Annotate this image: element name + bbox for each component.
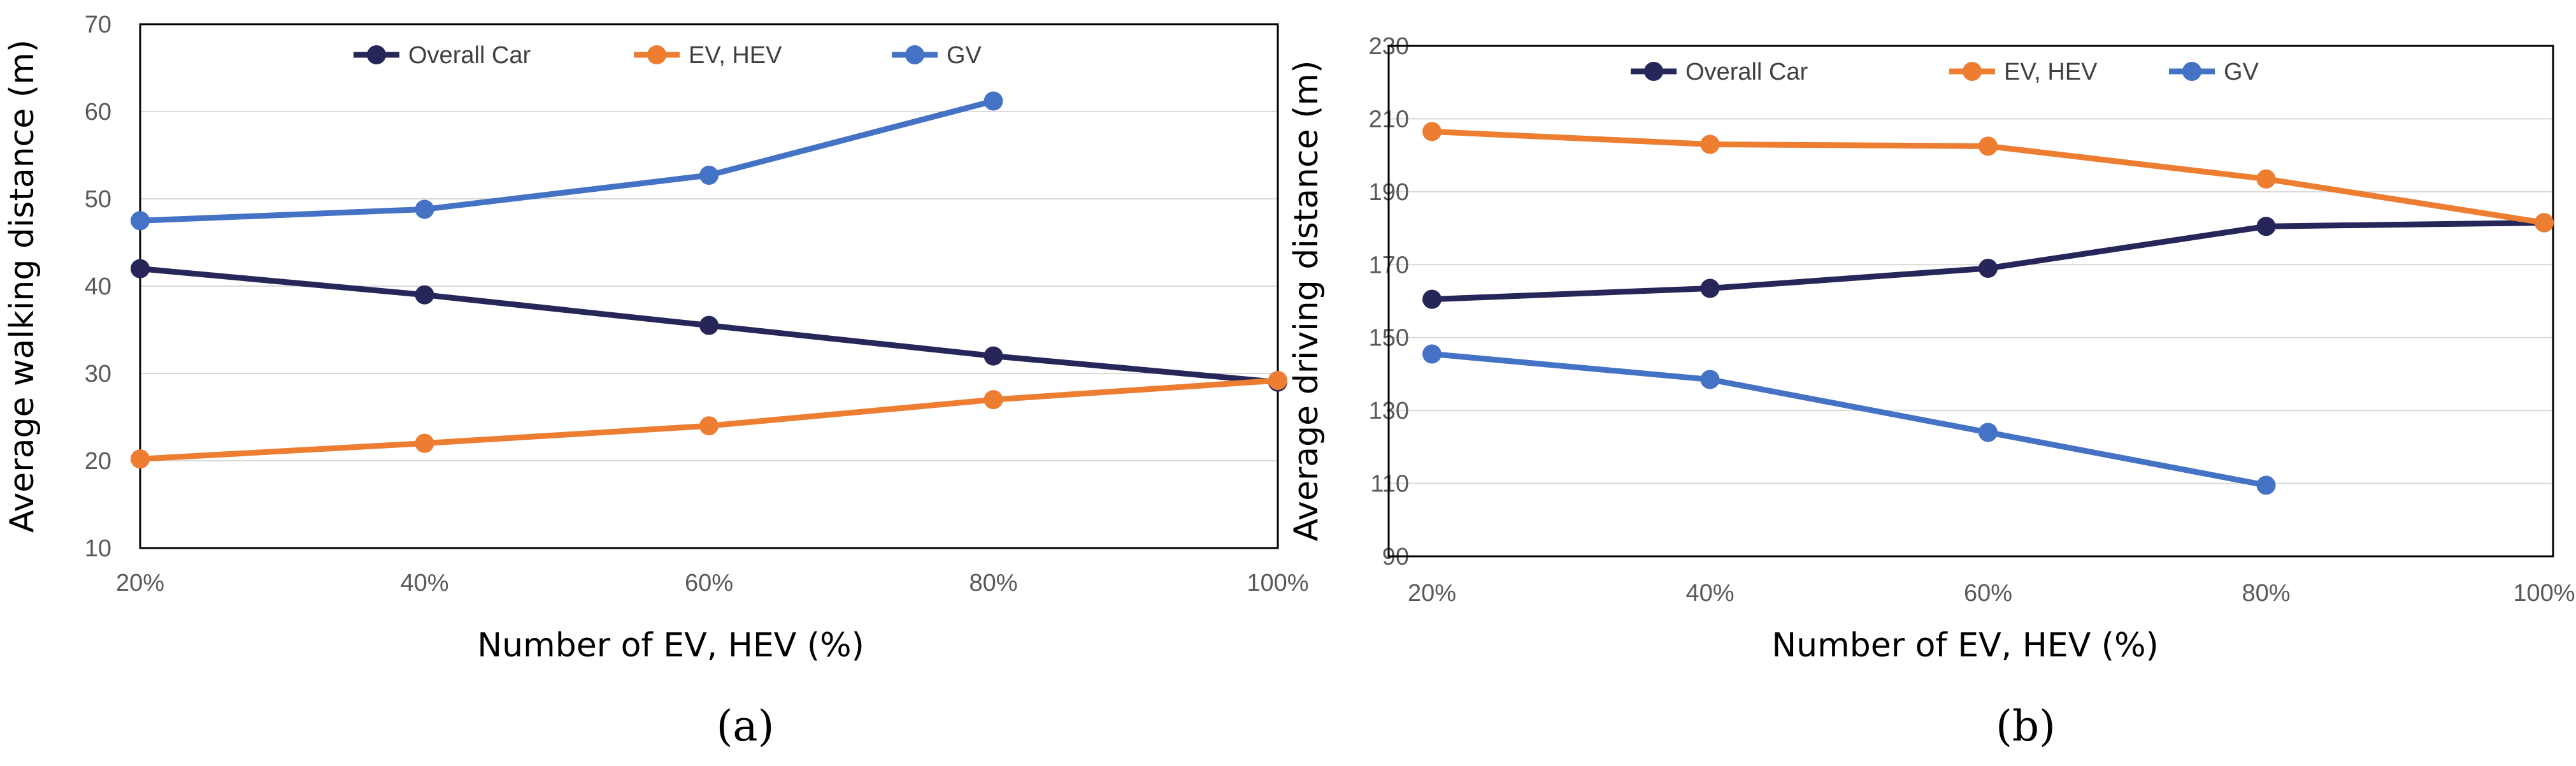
data-point-ev-hev	[131, 449, 150, 469]
legend-label-gv: GV	[2224, 59, 2259, 85]
data-point-gv	[1700, 370, 1720, 389]
legend-label-gv: GV	[947, 42, 982, 69]
legend-label-ev-hev: EV, HEV	[2004, 59, 2098, 85]
data-point-overall-car	[131, 259, 150, 278]
x-tick-label: 60%	[1964, 580, 2012, 607]
x-tick-label: 40%	[400, 570, 448, 596]
y-tick-label: 10	[85, 535, 111, 562]
x-tick-label: 20%	[116, 570, 164, 596]
data-point-overall-car	[984, 346, 1003, 366]
data-point-ev-hev	[1700, 134, 1720, 154]
panel-label: (b)	[1996, 702, 2056, 751]
y-tick-label: 110	[1370, 471, 1409, 498]
series-line-gv	[1429, 350, 2269, 488]
data-point-ev-hev	[415, 433, 434, 453]
data-point-gv	[984, 91, 1003, 111]
x-tick-label: 80%	[2242, 580, 2290, 607]
data-point-overall-car	[2256, 217, 2276, 236]
x-axis-title: Number of EV, HEV (%)	[477, 626, 864, 665]
chart-a: 10 20 30 40 50 60 70 20% 40% 60% 80% 100% Overall Ca…	[3, 11, 1309, 751]
data-point-gv	[131, 211, 150, 231]
data-point-gv	[415, 199, 434, 219]
data-point-overall-car	[1700, 278, 1720, 298]
y-tick-label: 70	[85, 11, 111, 38]
y-axis-title: Average driving distance (m)	[1287, 61, 1326, 542]
x-axis-title: Number of EV, HEV (%)	[1771, 626, 2159, 665]
series-line-gv	[137, 98, 996, 224]
y-tick-label: 50	[85, 186, 111, 213]
legend-label-overall-car: Overall Car	[1685, 59, 1808, 85]
legend-marker-overall-car	[1644, 62, 1663, 81]
data-point-gv	[1979, 423, 1998, 442]
data-point-ev-hev	[1979, 136, 1998, 156]
legend-marker-ev-hev	[647, 45, 666, 64]
data-point-overall-car	[1979, 259, 1998, 278]
plot-frame	[139, 23, 1279, 549]
x-tick-label: 100%	[1247, 570, 1308, 596]
data-point-gv	[2256, 475, 2276, 495]
legend-marker-gv	[905, 45, 924, 64]
legend-marker-ev-hev	[1963, 62, 1982, 81]
legend-label-ev-hev: EV, HEV	[689, 42, 782, 69]
y-axis-title: Average walking distance (m)	[3, 40, 41, 533]
data-point-ev-hev	[699, 416, 719, 436]
data-point-overall-car	[1422, 289, 1442, 309]
x-tick-label: 80%	[969, 570, 1017, 596]
x-tick-label: 100%	[2513, 580, 2575, 607]
data-point-overall-car	[415, 285, 434, 305]
data-point-ev-hev	[1422, 122, 1442, 141]
legend-marker-overall-car	[367, 45, 386, 64]
data-point-gv	[1422, 344, 1442, 364]
data-point-ev-hev	[1268, 370, 1287, 390]
plot-frame	[1387, 45, 2554, 558]
data-point-overall-car	[699, 315, 719, 335]
x-tick-label: 20%	[1408, 580, 1456, 607]
y-tick-label: 20	[85, 448, 111, 475]
data-point-ev-hev	[2535, 213, 2554, 233]
y-tick-label: 40	[85, 273, 111, 300]
y-tick-label: 60	[85, 99, 111, 126]
data-point-ev-hev	[984, 390, 1003, 410]
x-tick-label: 60%	[685, 570, 733, 596]
legend-label-overall-car: Overall Car	[408, 42, 531, 69]
panel-label: (a)	[717, 702, 775, 751]
x-tick-label: 40%	[1685, 580, 1734, 607]
legend-marker-gv	[2182, 62, 2201, 81]
y-tick-label: 30	[85, 361, 111, 387]
data-point-gv	[699, 166, 719, 185]
data-point-ev-hev	[2256, 169, 2276, 189]
